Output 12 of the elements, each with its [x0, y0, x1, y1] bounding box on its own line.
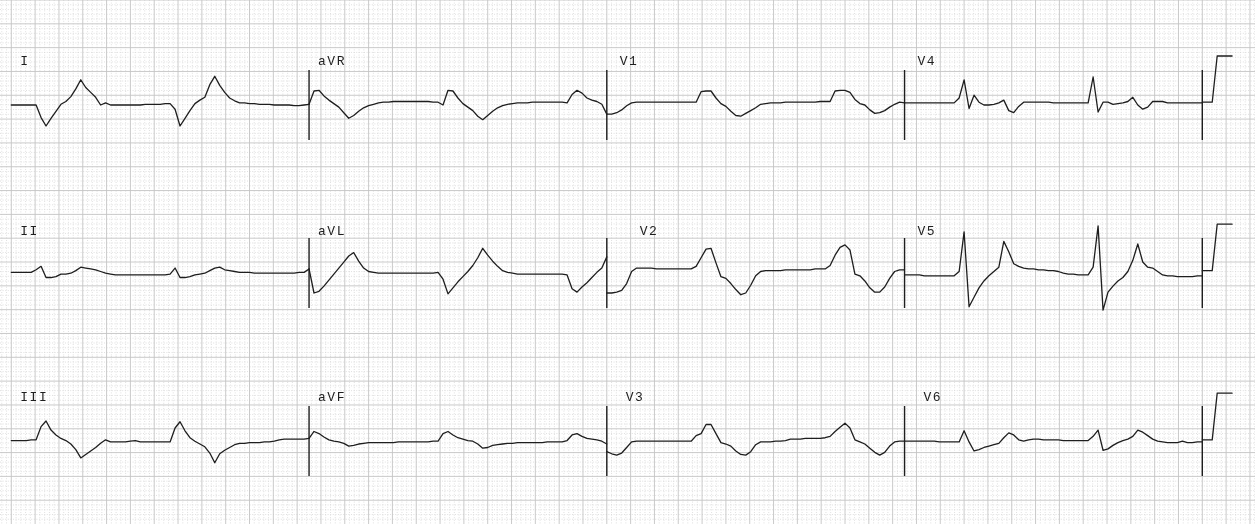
text: V1 [619, 54, 639, 69]
text: V6 [923, 390, 943, 406]
text: aVF [318, 390, 346, 406]
text: V2 [639, 223, 659, 239]
text: I [20, 54, 30, 69]
series-label: III [20, 390, 49, 406]
text: II [20, 223, 39, 239]
text: V5 [917, 223, 937, 239]
series-label: aVR [318, 54, 346, 69]
text: V3 [625, 390, 645, 406]
text: V4 [917, 54, 937, 69]
series-label: aVL [318, 223, 346, 239]
